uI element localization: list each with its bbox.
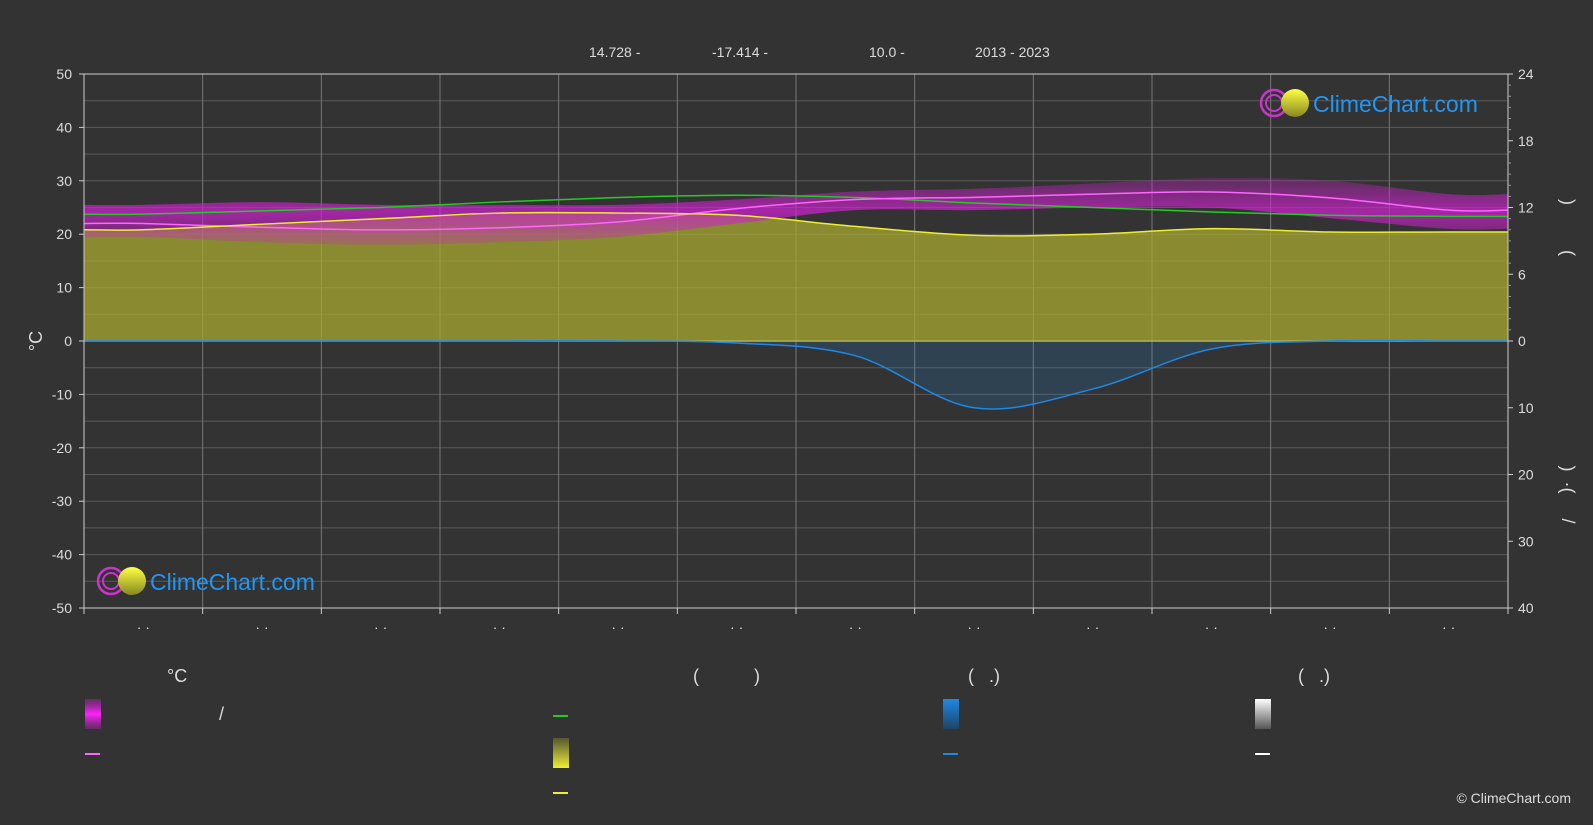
x-tick-label: · · <box>1086 619 1099 635</box>
x-tick-label: · · <box>611 619 624 635</box>
x-tick-label: · · <box>849 619 862 635</box>
left-tick-label: 40 <box>56 119 72 135</box>
left-tick-label: -40 <box>52 547 72 563</box>
left-axis-label: °C <box>26 331 46 351</box>
left-tick-label: 20 <box>56 226 72 242</box>
x-tick-label: · · <box>137 619 150 635</box>
legend-snow-line <box>1255 753 1270 755</box>
left-tick-label: -50 <box>52 600 72 616</box>
left-tick-label: 30 <box>56 173 72 189</box>
left-tick-label: -10 <box>52 386 72 402</box>
x-tick-label: · · <box>1205 619 1218 635</box>
left-tick-label: 50 <box>56 66 72 82</box>
series-lines <box>83 191 1509 410</box>
right-tick-label: 24 <box>1518 66 1534 82</box>
legend-sunshine-swatch <box>553 738 569 768</box>
right-axis-label-bottom: ) ·( / <box>1558 466 1578 524</box>
right-tick-label: 6 <box>1518 266 1526 282</box>
logo-sun-icon <box>1281 89 1309 117</box>
logo-bottom[interactable]: ClimeChart.com <box>96 566 315 596</box>
left-tick-label: 10 <box>56 280 72 296</box>
series-areas <box>84 177 1508 409</box>
left-tick-label: -20 <box>52 440 72 456</box>
right-tick-label: 40 <box>1518 600 1534 616</box>
right-tick-label: 0 <box>1518 333 1526 349</box>
precipitation-line <box>83 339 1508 410</box>
sunshine-line <box>83 211 1508 237</box>
header-years: 2013 - 2023 <box>975 44 1050 60</box>
x-tick-label: · · <box>1442 619 1455 635</box>
daylight-line <box>83 194 1509 218</box>
header-latitude: 14.728 - <box>589 44 641 60</box>
logo-top[interactable]: ClimeChart.com <box>1259 88 1478 118</box>
header-elevation: 10.0 - <box>869 44 905 60</box>
legend-sun-heading: ( ) <box>693 666 760 686</box>
header-longitude: -17.414 - <box>712 44 769 60</box>
legend-rain-swatch <box>943 699 959 729</box>
legend-sunshine-line <box>553 792 568 794</box>
copyright: © ClimeChart.com <box>1456 790 1571 806</box>
logo-text-top: ClimeChart.com <box>1313 91 1478 117</box>
legend-temp-slash: / <box>219 704 225 724</box>
logo-sun-icon <box>118 567 146 595</box>
logo-ring-icon-inner <box>1265 94 1283 112</box>
legend-snow-heading: ( .) <box>1298 666 1330 686</box>
legend-temp-heading: °C <box>167 666 188 686</box>
temperature-range-band <box>84 177 1508 245</box>
right-axis-label-top: ) ( <box>1558 199 1578 256</box>
left-tick-label: 0 <box>64 333 72 349</box>
legend-temp-range-swatch <box>85 699 101 729</box>
precipitation-area <box>84 340 1508 409</box>
legend-rain-heading: ( .) <box>968 666 1000 686</box>
left-tick-label: -30 <box>52 493 72 509</box>
legend-rain-line <box>943 753 958 755</box>
right-tick-label: 10 <box>1518 400 1534 416</box>
logo-text-bottom: ClimeChart.com <box>150 569 315 595</box>
axes: 50 40 30 20 10 0 -10 -20 -30 -40 -50 °C 24 18 12 6 0 10 20… <box>26 66 1578 635</box>
x-tick-label: · · <box>967 619 980 635</box>
temperature-mean-line <box>83 191 1509 231</box>
x-tick-label: · · <box>255 619 268 635</box>
right-tick-label: 18 <box>1518 133 1534 149</box>
x-tick-label: · · <box>1323 619 1336 635</box>
legend-daylight-line <box>553 715 568 717</box>
right-tick-label: 30 <box>1518 533 1534 549</box>
x-tick-label: · · <box>493 619 506 635</box>
x-tick-label: · · <box>374 619 387 635</box>
x-tick-label: · · <box>730 619 743 635</box>
right-tick-label: 12 <box>1518 200 1534 216</box>
right-tick-label: 20 <box>1518 467 1534 483</box>
legend-temp-mean-line <box>85 753 100 755</box>
sunshine-area <box>84 212 1508 341</box>
legend-snow-swatch <box>1255 699 1271 729</box>
